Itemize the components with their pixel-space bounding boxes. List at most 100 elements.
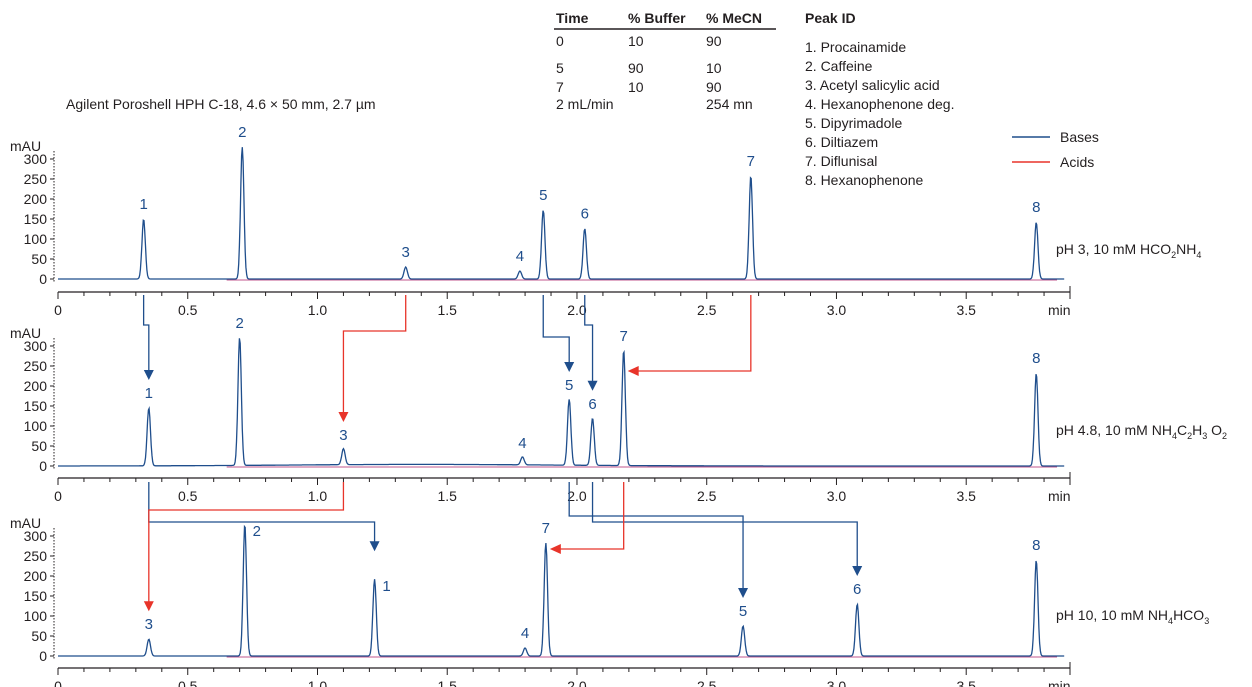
- peak-label: 1: [382, 578, 390, 595]
- x-tick-label: 3.5: [956, 302, 976, 318]
- y-tick-label: 300: [24, 338, 48, 354]
- peak-label: 1: [139, 196, 147, 213]
- y-tick-label: 200: [24, 568, 48, 584]
- y-tick-label: 150: [24, 211, 48, 227]
- wavelength: 254 mn: [706, 96, 753, 112]
- condition-subscript: 4: [1196, 250, 1201, 260]
- x-tick-label: 0: [54, 678, 62, 687]
- peak-id-item: 5. Dipyrimadole: [805, 115, 902, 131]
- shift-arrow-head: [564, 362, 575, 372]
- peak-label: 2: [253, 523, 261, 540]
- x-tick-label: 0: [54, 488, 62, 504]
- peak-label: 5: [565, 377, 573, 394]
- peak-label: 6: [853, 581, 861, 598]
- legend-label-bases: Bases: [1060, 129, 1099, 145]
- peak-id-item: 4. Hexanophenone deg.: [805, 96, 954, 112]
- peak-label: 4: [518, 435, 526, 452]
- y-tick-label: 100: [24, 418, 48, 434]
- condition-text: H: [1192, 422, 1202, 438]
- table-cell: 7: [556, 79, 564, 95]
- y-axis-label: mAU: [10, 138, 41, 154]
- x-tick-label: 3.0: [827, 302, 847, 318]
- shift-arrow-line: [142, 295, 150, 372]
- peak-id-item: 2. Caffeine: [805, 58, 873, 74]
- peak-label: 5: [739, 603, 747, 620]
- peak-id-list: Peak ID 1. Procainamide 2. Caffeine 3. A…: [805, 10, 954, 188]
- condition-subscript: 4: [1172, 431, 1177, 441]
- table-cell: 5: [556, 60, 564, 76]
- peak-id-item: 8. Hexanophenone: [805, 172, 924, 188]
- x-tick-label: 1.0: [308, 302, 328, 318]
- shift-arrow-line: [584, 295, 594, 383]
- shift-arrow-head: [627, 366, 639, 376]
- y-axis-label: mAU: [10, 325, 41, 341]
- peak-id-item: 3. Acetyl salicylic acid: [805, 77, 940, 93]
- peak-label: 4: [516, 248, 524, 265]
- peak-label: 3: [402, 244, 410, 261]
- table-cell: 90: [706, 33, 722, 49]
- shift-arrow-head: [549, 544, 561, 554]
- y-tick-label: 150: [24, 398, 48, 414]
- y-tick-label: 0: [39, 648, 47, 664]
- shift-arrow-line: [568, 482, 744, 590]
- y-tick-label: 0: [39, 458, 47, 474]
- column-title: Agilent Poroshell HPH C-18, 4.6 × 50 mm,…: [66, 96, 376, 112]
- x-tick-label: 1.0: [308, 488, 328, 504]
- peak-label: 5: [539, 187, 547, 204]
- peak-label: 7: [620, 328, 628, 345]
- y-tick-label: 100: [24, 608, 48, 624]
- condition-subscript: 3: [1204, 616, 1209, 626]
- shift-arrow-head: [143, 601, 154, 612]
- x-tick-label: 2.0: [567, 302, 587, 318]
- y-tick-label: 250: [24, 171, 48, 187]
- table-cell: 90: [706, 79, 722, 95]
- condition-subscript: 2: [1171, 250, 1176, 260]
- y-axis-label: mAU: [10, 515, 41, 531]
- table-cell: 10: [706, 60, 722, 76]
- condition-text: pH 10, 10 mM NH: [1056, 607, 1168, 623]
- condition-text: HCO: [1173, 607, 1204, 623]
- gradient-table: Time % Buffer % MeCN 0 10 90 5 90 10 7 1…: [554, 10, 776, 112]
- y-tick-label: 100: [24, 231, 48, 247]
- peak-id-item: 7. Diflunisal: [805, 153, 877, 169]
- peak-label: 3: [339, 427, 347, 444]
- x-tick-label: 1.5: [437, 488, 457, 504]
- peak-label: 7: [747, 153, 755, 170]
- peak-label: 3: [145, 616, 153, 633]
- peak-label: 2: [235, 315, 243, 332]
- x-axis-label: min: [1048, 678, 1071, 687]
- peak-label: 6: [581, 206, 589, 223]
- shift-arrow-line: [591, 482, 858, 568]
- x-tick-label: 3.0: [827, 678, 847, 687]
- chromatogram-trace: [58, 524, 1065, 657]
- x-tick-label: 0.5: [178, 302, 198, 318]
- legend: Bases Acids: [1012, 129, 1099, 170]
- condition-text: NH: [1176, 241, 1196, 257]
- x-tick-label: 1.0: [308, 678, 328, 687]
- shift-arrow-line: [342, 295, 407, 414]
- condition-text: pH 4.8, 10 mM NH: [1056, 422, 1172, 438]
- table-cell: 10: [628, 79, 644, 95]
- peak-label: 2: [238, 124, 246, 141]
- y-tick-label: 150: [24, 588, 48, 604]
- table-header-buffer: % Buffer: [628, 10, 686, 26]
- y-tick-label: 250: [24, 548, 48, 564]
- y-tick-label: 50: [31, 251, 47, 267]
- table-cell: 90: [628, 60, 644, 76]
- table-header-mecn: % MeCN: [706, 10, 762, 26]
- shift-arrow-head: [852, 566, 863, 576]
- x-tick-label: 2.0: [567, 488, 587, 504]
- condition-label-ph3: pH 3, 10 mM HCO2NH4: [1056, 241, 1201, 260]
- condition-text: O: [1207, 422, 1222, 438]
- shift-arrow-line: [148, 482, 345, 604]
- y-tick-label: 50: [31, 438, 47, 454]
- x-axis-label: min: [1048, 302, 1071, 318]
- x-tick-label: 0.5: [178, 488, 198, 504]
- y-tick-label: 300: [24, 151, 48, 167]
- x-tick-label: 3.5: [956, 488, 976, 504]
- condition-label-ph10: pH 10, 10 mM NH4HCO3: [1056, 607, 1209, 626]
- x-tick-label: 0: [54, 302, 62, 318]
